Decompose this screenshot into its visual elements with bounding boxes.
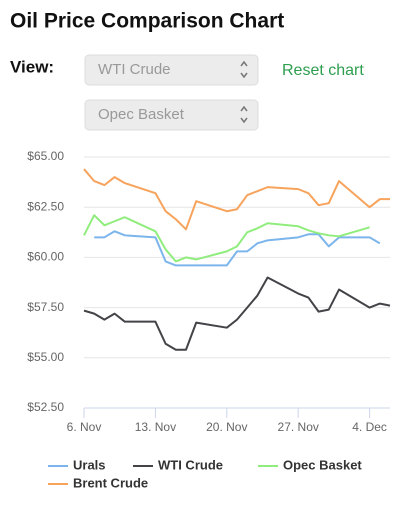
legend-label: Opec Basket [283,457,362,472]
y-tick-label: $55.00 [27,350,64,364]
legend-label: Urals [73,457,106,472]
legend-label: WTI Crude [158,457,223,472]
select-value: Opec Basket [98,106,185,123]
series-line [83,276,391,351]
select-value: WTI Crude [98,61,171,78]
y-tick-label: $57.50 [27,300,64,314]
y-tick-label: $62.50 [27,199,64,213]
select-bg[interactable] [84,99,259,131]
page-title: Oil Price Comparison Chart [10,10,284,33]
chart: $52.50 $55.00 $57.50 $60.00 $62.50 $65.00 6. N… [27,149,391,490]
series-line [94,230,381,267]
legend-label: Brent Crude [73,475,148,490]
series-line [83,168,390,231]
y-tick-label: $65.00 [27,149,64,163]
x-tick-label: 4. Dec [352,420,387,434]
series-line [83,214,370,263]
select-bg[interactable] [84,54,259,86]
x-tick-label: 13. Nov [135,420,176,434]
x-tick-label: 6. Nov [67,420,102,434]
view-label: View: [10,57,54,76]
y-tick-label: $60.00 [27,250,64,264]
select-arrow [240,105,248,124]
select-box[interactable]: Opec Basket [84,99,259,131]
y-tick-label: $52.50 [27,400,64,414]
x-tick-label: 20. Nov [206,420,247,434]
select-box[interactable]: WTI Crude [84,54,259,86]
reset-button[interactable]: Reset chart [282,62,364,79]
select-arrow [240,60,248,79]
x-tick-label: 27. Nov [278,420,319,434]
